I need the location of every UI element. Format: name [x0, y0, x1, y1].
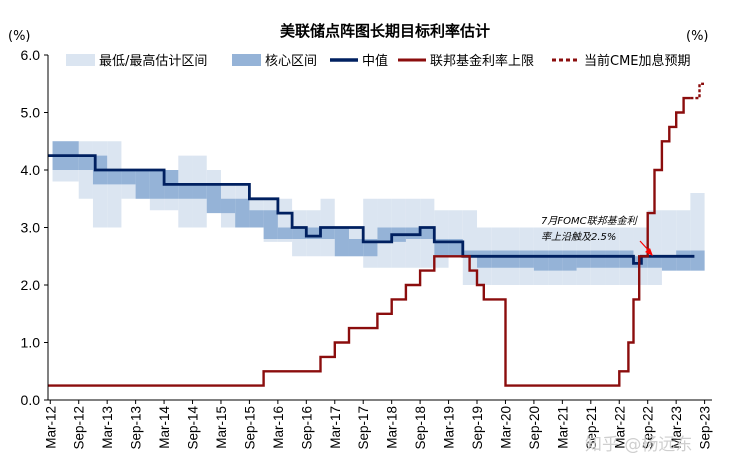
y-tick-label: 1.0 [21, 335, 41, 351]
x-tick-label: Sep-18 [413, 406, 428, 450]
y-tick-label: 3.0 [21, 220, 41, 236]
legend-label-median: 中值 [362, 53, 388, 69]
legend-label-cme: 当前CME加息预期 [584, 53, 691, 69]
core-band [178, 184, 193, 199]
axes: 0.0 1.0 2.0 3.0 4.0 5.0 6.0 Mar-12 Sep-12 Mar-13 S… [21, 47, 713, 450]
median-line [48, 154, 695, 265]
core-band [605, 250, 620, 268]
core-band [306, 227, 321, 239]
x-tick-label: Sep-13 [129, 406, 144, 450]
core-band [249, 210, 264, 228]
core-band [121, 170, 136, 185]
x-tick-label: Mar-17 [328, 406, 343, 449]
x-tick-label: Mar-22 [612, 406, 627, 449]
x-tick-label: Sep-19 [470, 406, 485, 450]
core-band [220, 198, 236, 214]
core-band [619, 250, 634, 268]
x-tick-label: Mar-23 [669, 406, 684, 449]
legend-swatch-range [66, 54, 95, 66]
ffr-upper-bound-line [48, 96, 691, 387]
x-tick-label: Mar-19 [442, 406, 457, 449]
x-tick-label: Mar-13 [100, 406, 115, 449]
legend-swatch-core [232, 54, 261, 66]
plot-lines [48, 82, 704, 387]
core-band [334, 227, 349, 257]
core-band [320, 227, 335, 239]
core-band [661, 256, 677, 271]
core-band [363, 239, 378, 257]
legend-label-range: 最低/最高估计区间 [99, 53, 207, 69]
x-tick-label: Sep-21 [584, 406, 599, 450]
x-tick-label: Mar-14 [157, 406, 172, 449]
core-band [533, 250, 549, 271]
legend: 最低/最高估计区间 核心区间 中值 联邦基金利率上限 当前CME加息预期 [66, 53, 691, 69]
core-band [377, 227, 392, 242]
core-band [235, 198, 250, 228]
core-band [206, 184, 221, 214]
range-band [363, 198, 378, 268]
y-tick-label: 2.0 [21, 277, 41, 293]
y-tick-label: 6.0 [21, 47, 41, 63]
core-band [477, 250, 492, 268]
core-band [405, 227, 421, 239]
core-band [448, 239, 463, 257]
y-tick-label: 5.0 [21, 105, 41, 121]
core-band [192, 184, 207, 199]
annotation: 7月FOMC联邦基金利 率上沿触及2.5% [541, 215, 653, 256]
plot-ranges [52, 141, 705, 285]
core-band [78, 155, 93, 170]
core-band [107, 170, 122, 185]
x-tick-label: Sep-20 [527, 406, 542, 450]
core-band [576, 250, 591, 268]
core-band [292, 227, 307, 239]
core-band [590, 250, 606, 268]
core-band [420, 227, 435, 239]
x-tick-label: Mar-16 [271, 406, 286, 449]
core-band [690, 250, 705, 271]
x-tick-label: Mar-20 [499, 406, 514, 449]
chart-title: 美联储点阵图长期目标利率估计 [280, 22, 490, 40]
legend-label-core: 核心区间 [265, 54, 317, 69]
core-band [434, 239, 449, 257]
core-band [647, 256, 662, 268]
watermark: 知乎 @杨远东 [585, 435, 692, 455]
annotation-arrowhead [645, 248, 653, 256]
y-tick-label: 0.0 [21, 392, 41, 408]
x-tick-label: Sep-16 [299, 406, 314, 450]
core-band [676, 250, 691, 271]
x-tick-label: Sep-22 [641, 406, 656, 450]
annotation-line-2: 率上沿触及2.5% [541, 231, 616, 243]
core-band [135, 170, 150, 199]
x-tick-label: Sep-15 [242, 406, 257, 450]
core-band [149, 170, 165, 199]
x-tick-label: Sep-23 [698, 406, 713, 450]
core-band [277, 227, 293, 239]
x-tick-label: Mar-18 [385, 406, 400, 449]
cme-expectation-line [690, 82, 704, 100]
core-band [519, 250, 534, 268]
y-tick-label: 4.0 [21, 162, 41, 178]
legend-label-ffr: 联邦基金利率上限 [430, 53, 534, 69]
range-band [462, 210, 478, 285]
core-band [348, 239, 364, 257]
left-unit-label: (%) [8, 29, 31, 44]
core-band [562, 250, 577, 271]
x-tick-label: Sep-17 [356, 406, 371, 450]
x-tick-label: Sep-12 [72, 406, 87, 450]
annotation-line-1: 7月FOMC联邦基金利 [541, 215, 639, 227]
core-band [491, 250, 520, 268]
x-tick-label: Mar-15 [214, 406, 229, 449]
range-band [647, 210, 662, 285]
x-tick-label: Mar-12 [43, 406, 58, 449]
x-tick-label: Mar-21 [555, 406, 570, 449]
core-band [462, 250, 478, 257]
core-band [263, 210, 278, 239]
x-tick-label: Sep-14 [186, 406, 201, 450]
right-unit-label: (%) [686, 29, 709, 44]
core-band [548, 250, 563, 271]
